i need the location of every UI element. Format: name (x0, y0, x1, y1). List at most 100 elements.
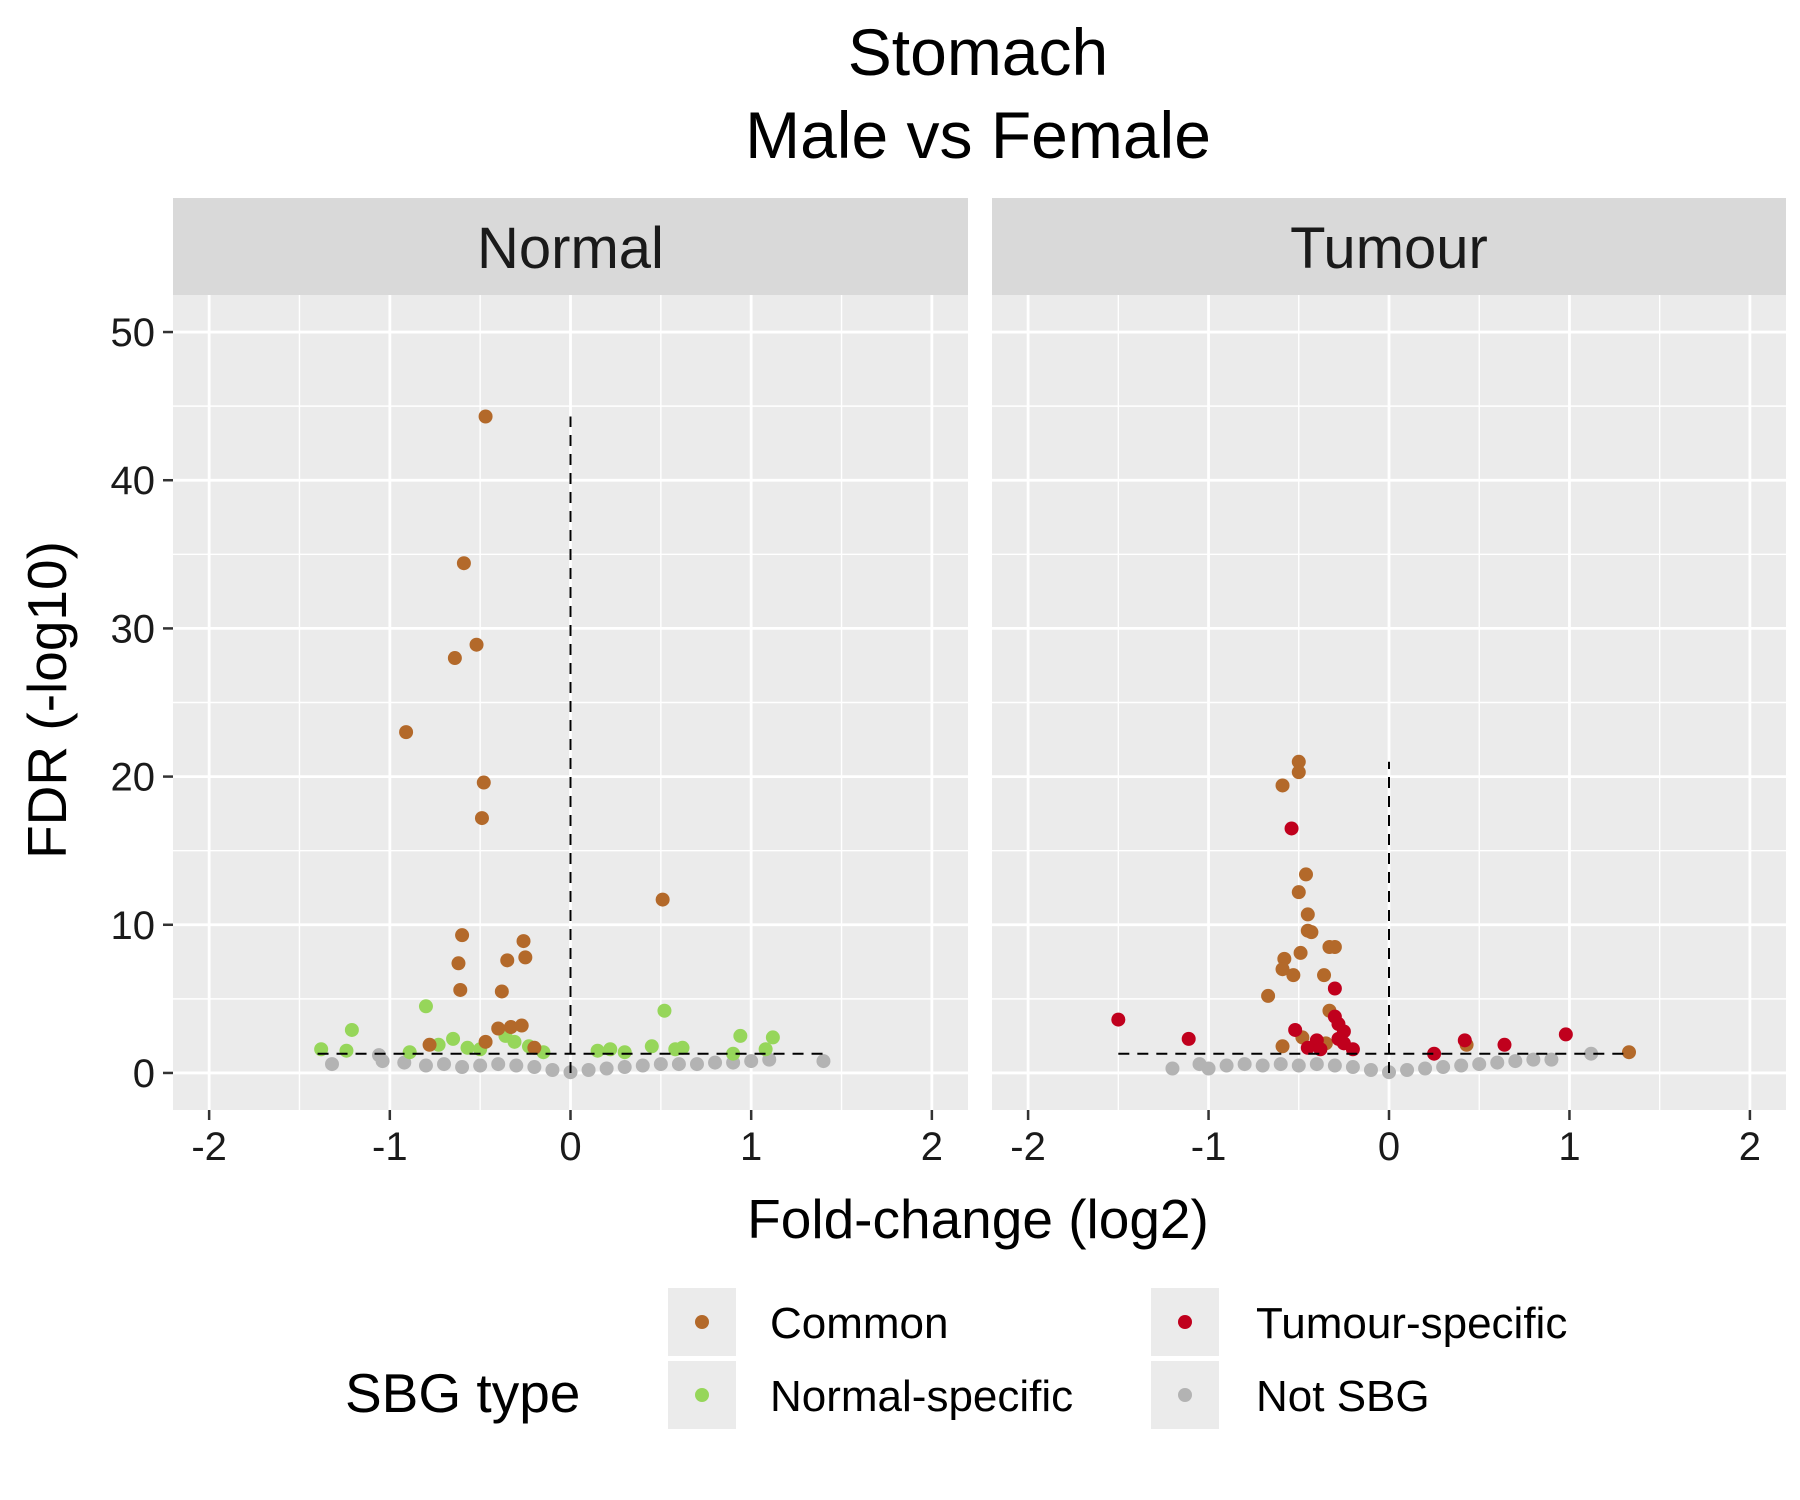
legend-swatch (1178, 1388, 1192, 1402)
chart-subtitle: Male vs Female (745, 98, 1211, 172)
panel-tumour: Tumour -2 -1 0 1 2 (992, 198, 1786, 1169)
data-point (1544, 1052, 1559, 1067)
data-point (478, 1034, 493, 1049)
data-point (816, 1054, 831, 1069)
y-tick-label: 10 (111, 904, 156, 948)
legend-label: Normal-specific (770, 1372, 1073, 1421)
legend: SBG type Common Normal-specific Tumour-spe… (345, 1288, 1567, 1429)
data-point (657, 1003, 672, 1018)
data-point (1304, 925, 1319, 940)
series-not-sbg (325, 1048, 831, 1080)
data-point (339, 1043, 354, 1058)
data-point (1418, 1061, 1433, 1076)
data-point (1436, 1060, 1451, 1075)
data-point (1345, 1060, 1360, 1075)
legend-swatch (695, 1315, 709, 1329)
data-point (1298, 867, 1313, 882)
chart-title: Stomach (848, 15, 1108, 89)
y-tick-label: 0 (133, 1052, 155, 1096)
data-point (617, 1060, 632, 1075)
data-point (1526, 1052, 1541, 1067)
x-axis-title: Fold-change (log2) (747, 1188, 1209, 1250)
legend-swatch (1178, 1315, 1192, 1329)
data-point (344, 1022, 359, 1037)
data-point (1275, 962, 1290, 977)
data-point (581, 1062, 596, 1077)
data-point (1300, 907, 1315, 922)
x-tick-label: 2 (1739, 1125, 1761, 1169)
y-axis-title: FDR (-log10) (16, 541, 78, 859)
data-point (1291, 1058, 1306, 1073)
data-point (516, 934, 531, 949)
data-point (1165, 1061, 1180, 1076)
data-point (1291, 765, 1306, 780)
data-point (1309, 1057, 1324, 1072)
data-point (402, 1045, 417, 1060)
data-point (1291, 885, 1306, 900)
legend-title: SBG type (345, 1362, 580, 1424)
data-point (491, 1021, 506, 1036)
data-point (733, 1028, 748, 1043)
data-point (765, 1030, 780, 1045)
data-point (1327, 981, 1342, 996)
data-point (1457, 1033, 1472, 1048)
x-tick-label: 1 (740, 1125, 762, 1169)
data-point (474, 811, 489, 826)
data-point (473, 1058, 488, 1073)
data-point (1275, 1039, 1290, 1054)
data-point (527, 1040, 542, 1055)
data-point (1558, 1027, 1573, 1042)
data-point (1277, 951, 1292, 966)
data-point (1363, 1062, 1378, 1077)
data-point (447, 651, 462, 666)
data-point (325, 1057, 339, 1072)
data-point (1219, 1058, 1234, 1073)
data-point (617, 1045, 632, 1060)
data-point (1622, 1045, 1637, 1060)
x-tick-label: -2 (191, 1125, 227, 1169)
x-tick-label: 0 (1378, 1125, 1400, 1169)
x-tick-label: 2 (921, 1125, 943, 1169)
data-point (514, 1018, 529, 1033)
data-point (1288, 1022, 1303, 1037)
data-point (375, 1054, 390, 1069)
data-point (1317, 968, 1332, 983)
data-point (1300, 1040, 1315, 1055)
y-tick-label: 30 (111, 607, 156, 651)
data-point (1291, 754, 1306, 769)
data-point (671, 1057, 686, 1072)
data-point (494, 984, 509, 999)
data-point (1584, 1046, 1599, 1061)
data-point (1472, 1057, 1487, 1072)
data-point (446, 1031, 461, 1046)
data-point (527, 1060, 542, 1075)
data-point (545, 1062, 560, 1077)
data-point (1201, 1061, 1216, 1076)
facet-strip (992, 198, 1786, 295)
series-tumour-specific (1111, 821, 1573, 1061)
data-point (469, 637, 484, 652)
data-point (1181, 1031, 1196, 1046)
data-point (1508, 1054, 1523, 1069)
data-point (1327, 940, 1342, 954)
data-point (653, 1057, 668, 1072)
data-point (455, 928, 470, 943)
facet-label: Tumour (1290, 216, 1488, 281)
data-point (503, 1020, 518, 1035)
data-point (476, 775, 491, 790)
data-point (1327, 1058, 1342, 1073)
data-point (1255, 1058, 1270, 1073)
data-point (509, 1058, 524, 1073)
data-point (460, 1040, 475, 1055)
data-point (1261, 988, 1276, 1003)
series-not-sbg (1165, 1046, 1599, 1080)
series-common (399, 409, 670, 1055)
data-point (1490, 1055, 1505, 1070)
legend-label: Common (770, 1299, 949, 1348)
x-tick-label: 0 (559, 1125, 581, 1169)
x-tick-label: -1 (372, 1125, 408, 1169)
data-point (644, 1039, 659, 1054)
x-tick-label: 1 (1558, 1125, 1580, 1169)
